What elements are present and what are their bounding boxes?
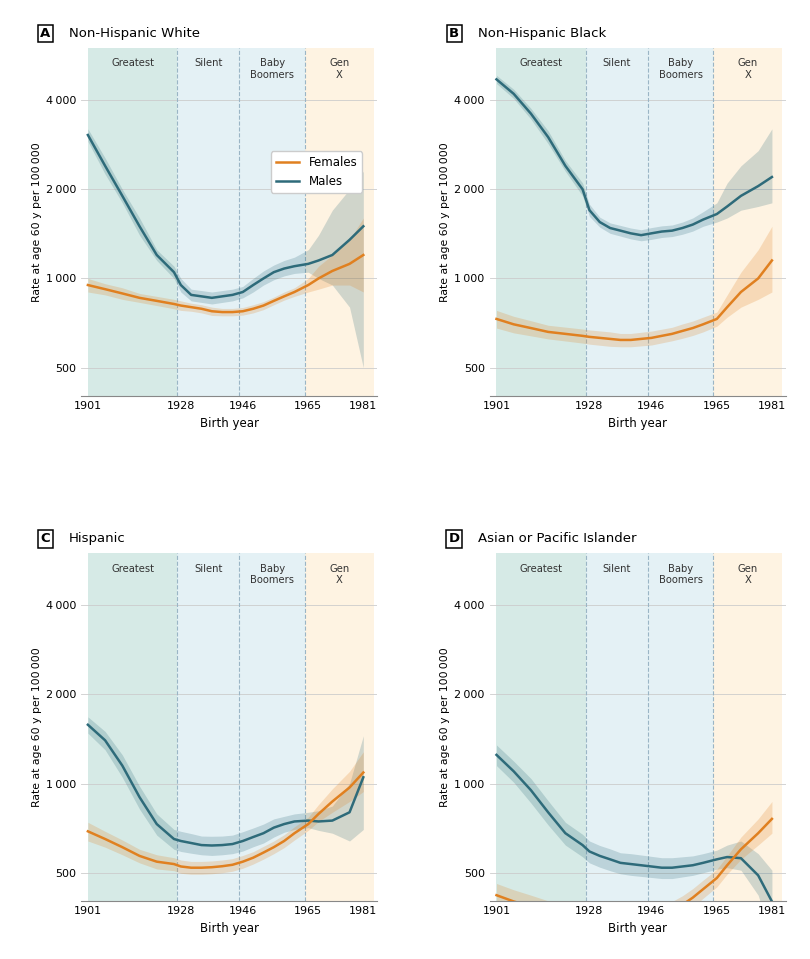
Text: Silent: Silent <box>603 58 631 68</box>
Text: Greatest: Greatest <box>520 564 563 573</box>
Text: Greatest: Greatest <box>111 58 154 68</box>
Text: B: B <box>449 27 459 40</box>
Text: Non-Hispanic Black: Non-Hispanic Black <box>478 27 606 40</box>
X-axis label: Birth year: Birth year <box>608 417 667 430</box>
Text: A: A <box>40 27 50 40</box>
Bar <box>648 553 714 901</box>
Text: Gen
X: Gen X <box>738 58 758 80</box>
Bar <box>177 48 240 396</box>
Bar <box>648 48 714 396</box>
Bar <box>88 553 177 901</box>
Text: Baby
Boomers: Baby Boomers <box>659 58 703 80</box>
Bar <box>586 48 648 396</box>
Text: Greatest: Greatest <box>111 564 154 573</box>
Bar <box>714 48 782 396</box>
X-axis label: Birth year: Birth year <box>608 922 667 935</box>
X-axis label: Birth year: Birth year <box>199 922 258 935</box>
Text: Gen
X: Gen X <box>329 58 349 80</box>
Text: Silent: Silent <box>603 564 631 573</box>
Bar <box>240 48 305 396</box>
Y-axis label: Rate at age 60 y per 100 000: Rate at age 60 y per 100 000 <box>32 142 41 302</box>
Bar <box>586 553 648 901</box>
Text: Baby
Boomers: Baby Boomers <box>250 564 294 585</box>
Bar <box>497 48 586 396</box>
Y-axis label: Rate at age 60 y per 100 000: Rate at age 60 y per 100 000 <box>32 647 41 807</box>
Text: D: D <box>449 532 459 545</box>
Text: Silent: Silent <box>194 58 223 68</box>
Text: Baby
Boomers: Baby Boomers <box>659 564 703 585</box>
Text: Baby
Boomers: Baby Boomers <box>250 58 294 80</box>
Text: Asian or Pacific Islander: Asian or Pacific Islander <box>478 532 637 545</box>
Bar <box>240 553 305 901</box>
Text: Gen
X: Gen X <box>738 564 758 585</box>
Legend: Females, Males: Females, Males <box>271 152 362 193</box>
Bar <box>305 553 373 901</box>
Text: Silent: Silent <box>194 564 223 573</box>
Text: Non-Hispanic White: Non-Hispanic White <box>69 27 200 40</box>
Bar <box>497 553 586 901</box>
Y-axis label: Rate at age 60 y per 100 000: Rate at age 60 y per 100 000 <box>440 142 450 302</box>
Text: Hispanic: Hispanic <box>69 532 126 545</box>
Bar <box>714 553 782 901</box>
Y-axis label: Rate at age 60 y per 100 000: Rate at age 60 y per 100 000 <box>440 647 450 807</box>
X-axis label: Birth year: Birth year <box>199 417 258 430</box>
Text: C: C <box>40 532 50 545</box>
Bar <box>305 48 373 396</box>
Text: Greatest: Greatest <box>520 58 563 68</box>
Bar <box>88 48 177 396</box>
Text: Gen
X: Gen X <box>329 564 349 585</box>
Bar <box>177 553 240 901</box>
